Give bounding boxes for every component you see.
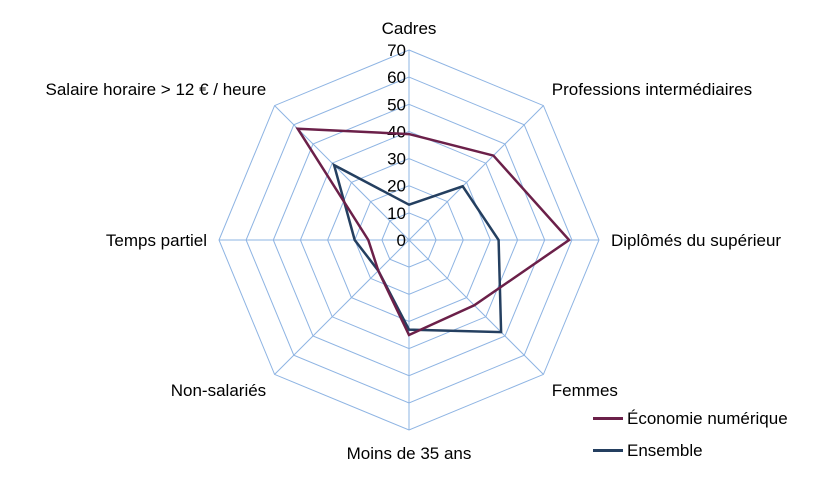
axis-label-5: Moins de 35 ans — [347, 444, 472, 463]
legend-swatch-economie-numerique — [593, 417, 623, 420]
axis-label-2: Professions intermédiaires — [552, 80, 752, 99]
axis-label-6: Non-salariés — [171, 381, 266, 400]
axis-label-3: Diplômés du supérieur — [611, 231, 781, 250]
grid-spoke-2 — [408, 105, 544, 241]
tick-label-0: 0 — [397, 231, 406, 250]
legend-swatch-ensemble — [593, 449, 623, 452]
axis-label-8: Salaire horaire > 12 € / heure — [46, 80, 267, 99]
tick-label-40: 40 — [387, 122, 406, 141]
legend-item-economie-numerique: Économie numérique — [593, 408, 788, 429]
tick-label-70: 70 — [387, 41, 406, 60]
grid-spoke-6 — [274, 239, 410, 375]
tick-label-30: 30 — [387, 150, 406, 169]
grid-spoke-4 — [408, 239, 544, 375]
legend-label-economie-numerique: Économie numérique — [627, 408, 788, 428]
legend: Économie numérique Ensemble — [593, 408, 788, 472]
axis-label-4: Femmes — [552, 381, 618, 400]
legend-label-ensemble: Ensemble — [627, 440, 703, 460]
tick-label-60: 60 — [387, 68, 406, 87]
tick-label-50: 50 — [387, 95, 406, 114]
tick-label-10: 10 — [387, 204, 406, 223]
tick-label-20: 20 — [387, 177, 406, 196]
series-line-2 — [332, 162, 503, 334]
axis-label-1: Cadres — [382, 19, 437, 38]
legend-item-ensemble: Ensemble — [593, 440, 788, 461]
axis-label-7: Temps partiel — [106, 231, 207, 250]
series-line-1 — [295, 127, 571, 337]
